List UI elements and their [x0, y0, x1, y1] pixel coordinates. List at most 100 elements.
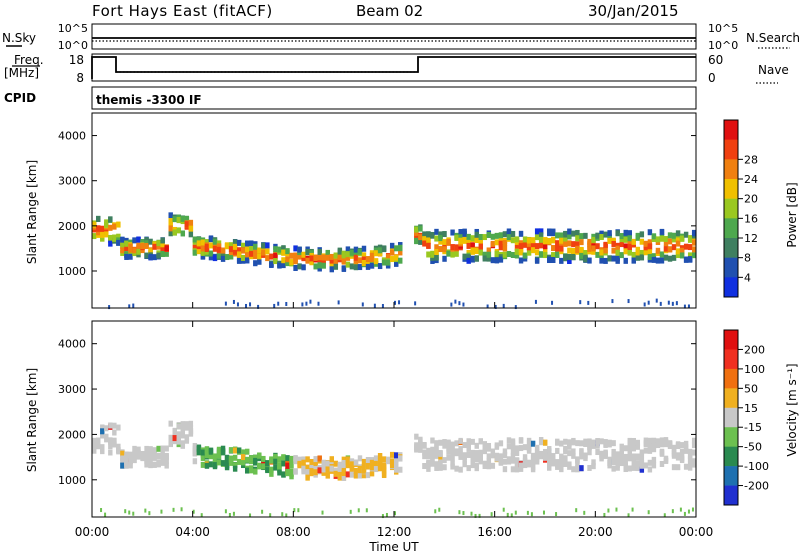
- data-cell: [687, 304, 690, 309]
- data-cell: [478, 234, 483, 241]
- data-cell: [301, 463, 306, 470]
- data-cell: [422, 463, 427, 470]
- data-cell: [108, 305, 111, 310]
- data-cell: [394, 245, 399, 252]
- data-cell: [542, 448, 548, 455]
- data-cell: [148, 254, 153, 261]
- data-cell: [526, 444, 532, 451]
- data-cell: [337, 254, 343, 261]
- data-cell: [526, 237, 532, 244]
- data-cell: [148, 248, 153, 255]
- data-cell: [277, 262, 282, 269]
- data-cell: [470, 235, 475, 242]
- data-cell: [687, 252, 693, 259]
- data-cell: [643, 462, 649, 469]
- data-cell: [297, 263, 302, 270]
- data-cell: [156, 452, 161, 459]
- data-cell: [365, 461, 371, 468]
- data-cell: [691, 461, 697, 468]
- data-cell: [297, 253, 302, 260]
- data-cell: [462, 511, 465, 516]
- data-cell: [679, 247, 685, 254]
- noise-left-tick-top: 10^5: [58, 22, 88, 35]
- data-cell: [329, 257, 334, 264]
- data-cell: [466, 257, 471, 264]
- data-cell: [607, 439, 612, 446]
- data-cell: [462, 442, 467, 449]
- data-cell: [136, 450, 141, 457]
- data-cell: [164, 462, 169, 469]
- data-cell: [647, 229, 653, 236]
- data-cell: [675, 248, 681, 255]
- data-cell: [478, 249, 483, 256]
- data-cell: [450, 447, 455, 454]
- data-cell: [385, 259, 391, 266]
- data-cell: [494, 232, 500, 239]
- data-cell: [687, 256, 693, 263]
- data-cell: [321, 469, 326, 476]
- data-cell: [559, 453, 564, 460]
- data-cell: [152, 254, 157, 261]
- data-cell: [236, 458, 242, 465]
- data-cell: [482, 443, 488, 450]
- data-cell: [615, 249, 620, 256]
- data-cell: [478, 238, 483, 245]
- data-cell: [534, 456, 540, 463]
- data-cell: [438, 464, 443, 471]
- data-cell: [611, 465, 616, 472]
- data-cell: [547, 450, 552, 457]
- data-cell: [236, 247, 242, 254]
- colorbar-segment: [724, 485, 738, 506]
- data-cell: [635, 454, 641, 461]
- data-cell: [116, 221, 121, 228]
- data-cell: [156, 459, 161, 466]
- data-cell: [530, 440, 536, 447]
- data-cell: [232, 248, 238, 255]
- data-cell: [236, 447, 242, 454]
- data-cell: [361, 463, 367, 470]
- data-cell: [510, 457, 516, 464]
- data-cell: [418, 444, 423, 451]
- data-cell: [498, 440, 504, 447]
- data-cell: [253, 247, 258, 254]
- data-cell: [559, 237, 564, 244]
- data-cell: [333, 470, 339, 477]
- data-cell: [224, 509, 227, 514]
- data-cell: [349, 249, 355, 256]
- data-cell: [377, 247, 383, 254]
- data-cell: [148, 238, 153, 245]
- data-cell: [434, 228, 439, 235]
- y-tick-label: 1000: [58, 265, 86, 278]
- data-cell: [309, 468, 314, 475]
- data-cell: [671, 236, 677, 243]
- data-cell: [116, 233, 121, 240]
- data-cell: [619, 236, 624, 243]
- data-cell: [265, 248, 270, 255]
- data-cell: [579, 453, 584, 460]
- data-cell: [631, 251, 636, 258]
- data-cell: [551, 453, 556, 460]
- colorbar-segment: [724, 198, 738, 219]
- colorbar-segment: [724, 139, 738, 160]
- data-cell: [341, 459, 347, 466]
- data-cell: [643, 447, 649, 454]
- data-cell: [377, 462, 383, 469]
- data-cell: [313, 255, 318, 262]
- data-cell: [611, 247, 616, 254]
- data-cell: [683, 444, 689, 451]
- data-cell: [470, 459, 475, 466]
- data-cell: [269, 513, 272, 518]
- data-cell: [603, 231, 608, 238]
- data-cell: [112, 223, 117, 230]
- data-cell: [369, 252, 375, 259]
- data-cell: [667, 246, 673, 253]
- data-cell: [663, 455, 669, 462]
- data-cell: [152, 447, 157, 454]
- data-cell: [687, 464, 693, 471]
- data-cell: [530, 237, 536, 244]
- data-cell: [667, 300, 670, 305]
- data-cell: [196, 248, 202, 255]
- data-cell: [607, 456, 612, 463]
- data-cell: [124, 451, 129, 458]
- data-cell: [671, 301, 674, 306]
